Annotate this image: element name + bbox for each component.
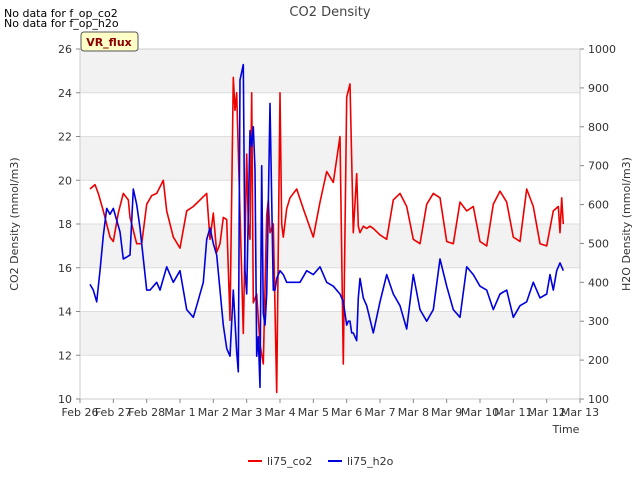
- x-tick-label: Mar 10: [461, 406, 499, 419]
- y2-tick-label: 600: [588, 199, 609, 212]
- x-tick-label: Mar 5: [298, 406, 329, 419]
- grid-band: [80, 311, 580, 356]
- chart-title: CO2 Density: [289, 5, 370, 20]
- y2-axis-title: H2O Density (mmol/m3): [620, 157, 633, 291]
- y-tick-label: 10: [58, 393, 72, 406]
- x-tick-label: Mar 3: [231, 406, 262, 419]
- x-tick-label: Mar 8: [398, 406, 429, 419]
- y2-tick-label: 1000: [588, 43, 616, 56]
- grid-band: [80, 224, 580, 268]
- x-tick-label: Mar 12: [528, 406, 566, 419]
- x-axis-title: Time: [552, 423, 580, 436]
- x-tick-label: Mar 13: [561, 406, 599, 419]
- vr-flux-badge: [80, 31, 139, 52]
- y2-tick-label: 700: [588, 160, 609, 173]
- y2-tick-label: 800: [588, 121, 609, 134]
- legend-label-li75_co2: li75_co2: [267, 455, 312, 468]
- series-line-li75_co2: [89, 76, 565, 394]
- y-tick-label: 24: [58, 87, 72, 100]
- y-tick-label: 12: [58, 349, 72, 362]
- x-tick-label: Mar 11: [494, 406, 532, 419]
- grid-band: [80, 49, 580, 93]
- y2-tick-label: 400: [588, 276, 609, 289]
- y-axis-title: CO2 Density (mmol/m3): [8, 157, 21, 290]
- legend-label-li75_h2o: li75_h2o: [347, 455, 394, 468]
- notice-no-data-h2o: No data for f_op_h2o: [4, 17, 119, 30]
- y-tick-label: 18: [58, 218, 72, 231]
- y2-tick-label: 100: [588, 393, 609, 406]
- y-tick-label: 14: [58, 306, 72, 319]
- y2-tick-label: 500: [588, 237, 609, 250]
- x-tick-label: Mar 2: [198, 406, 229, 419]
- x-tick-label: Feb 27: [95, 406, 132, 419]
- y-tick-label: 26: [58, 43, 72, 56]
- x-tick-label: Mar 4: [264, 406, 295, 419]
- y2-tick-label: 900: [588, 82, 609, 95]
- x-tick-label: Mar 9: [431, 406, 462, 419]
- y2-tick-label: 300: [588, 315, 609, 328]
- y-tick-label: 20: [58, 174, 72, 187]
- y-tick-label: 22: [58, 131, 72, 144]
- x-tick-label: Feb 28: [128, 406, 165, 419]
- notice-no-data-co2: No data for f_op_co2: [4, 7, 118, 20]
- x-tick-label: Mar 1: [164, 406, 195, 419]
- y2-tick-label: 200: [588, 354, 609, 367]
- vr-flux-badge-label: VR_flux: [86, 36, 132, 49]
- x-tick-label: Mar 7: [364, 406, 395, 419]
- x-tick-label: Mar 6: [331, 406, 362, 419]
- grid-band: [80, 136, 580, 181]
- x-tick-label: Feb 26: [62, 406, 99, 419]
- series-line-li75_h2o: [89, 63, 565, 389]
- y-tick-label: 16: [58, 262, 72, 275]
